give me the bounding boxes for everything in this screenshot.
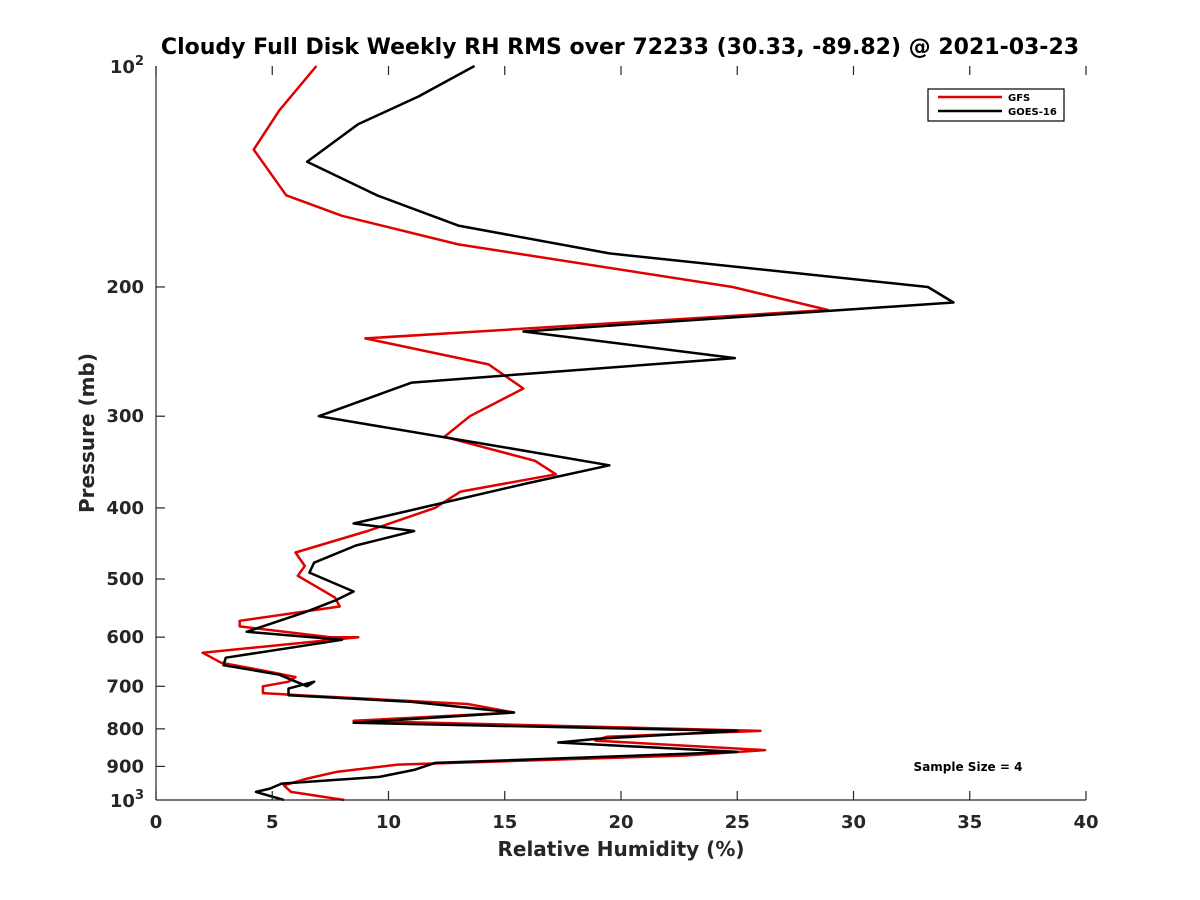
- y-tick-label: 700: [106, 676, 144, 697]
- legend-label-goes16: GOES-16: [1008, 107, 1057, 118]
- legend: GFS GOES-16: [927, 88, 1065, 122]
- y-ticks: 200 300 400 500 600 700 800 900 102 103: [106, 54, 165, 812]
- legend-box: [927, 88, 1065, 122]
- x-ticks: 0 5 10 15 20 25 30 35 40: [150, 66, 1099, 833]
- series-line-gfs: [201, 65, 830, 802]
- x-tick-label: 35: [957, 812, 982, 833]
- y-tick-label: 300: [106, 406, 144, 427]
- series-line-goes16: [222, 64, 955, 802]
- x-axis-label: Relative Humidity (%): [497, 837, 744, 861]
- x-tick-label: 40: [1073, 812, 1098, 833]
- y-tick-label: 102: [110, 54, 144, 78]
- plot-area: [156, 66, 1086, 800]
- x-tick-label: 30: [841, 812, 866, 833]
- x-tick-label: 10: [376, 812, 401, 833]
- y-tick-label: 400: [106, 498, 144, 519]
- sample-size-annotation: Sample Size = 4: [914, 760, 1023, 774]
- y-tick-label: 103: [110, 788, 144, 812]
- chart-title: Cloudy Full Disk Weekly RH RMS over 7223…: [161, 35, 1079, 60]
- x-tick-label: 0: [150, 812, 163, 833]
- y-tick-label: 500: [106, 569, 144, 590]
- y-tick-label: 900: [106, 756, 144, 777]
- x-tick-label: 5: [266, 812, 279, 833]
- series-layer: [201, 64, 955, 802]
- x-tick-label: 15: [492, 812, 517, 833]
- y-axis-label: Pressure (mb): [75, 353, 99, 513]
- y-tick-label: 800: [106, 719, 144, 740]
- x-tick-label: 25: [725, 812, 750, 833]
- x-tick-label: 20: [608, 812, 633, 833]
- legend-label-gfs: GFS: [1008, 93, 1030, 104]
- y-tick-label: 600: [106, 627, 144, 648]
- y-tick-label: 200: [106, 277, 144, 298]
